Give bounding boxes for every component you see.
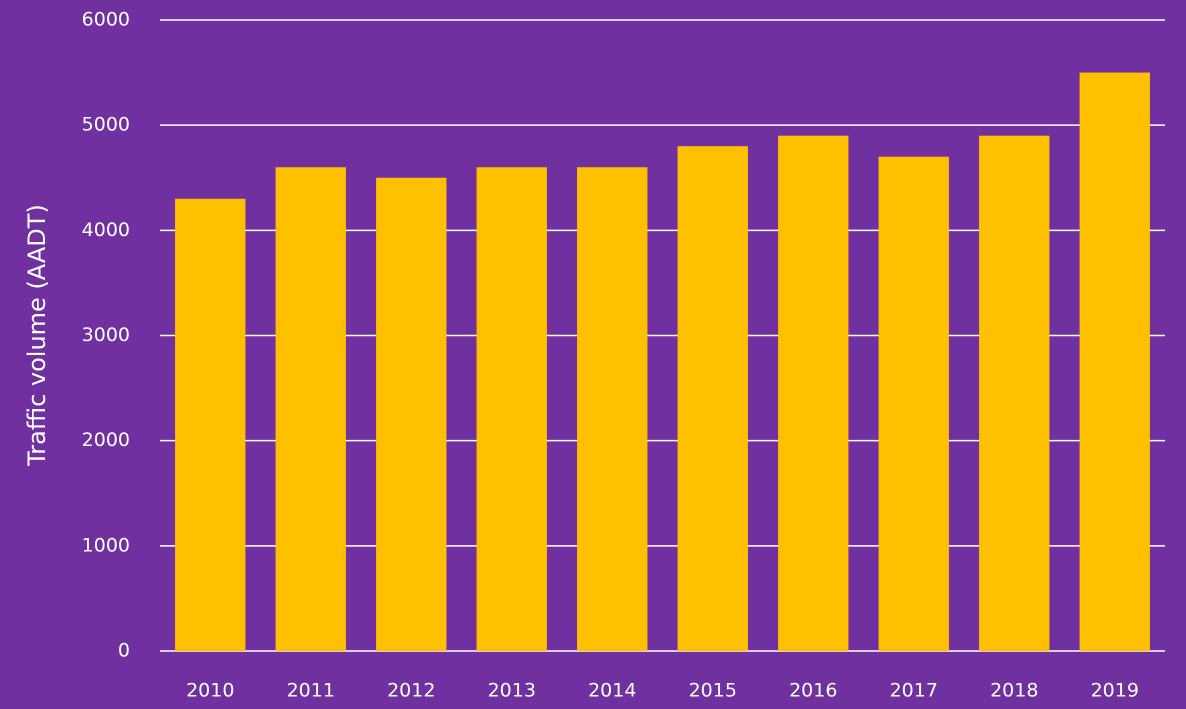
x-tick-label: 2016 [789, 680, 837, 702]
bar [778, 135, 849, 651]
bar [1079, 72, 1150, 652]
y-tick-label: 5000 [82, 114, 130, 136]
x-tick-label: 2018 [990, 680, 1038, 702]
y-axis-label: Traffic volume (AADT) [23, 204, 51, 467]
x-tick-label: 2015 [689, 680, 737, 702]
x-tick-label: 2010 [186, 680, 234, 702]
y-tick-label: 2000 [82, 429, 130, 451]
bar [376, 177, 447, 651]
bar [979, 135, 1050, 651]
y-tick-label: 4000 [82, 219, 130, 241]
y-tick-label: 1000 [82, 534, 130, 556]
x-tick-label: 2019 [1091, 680, 1139, 702]
bar [677, 146, 748, 651]
y-tick-label: 3000 [82, 324, 130, 346]
bar [275, 167, 346, 651]
x-tick-label: 2013 [488, 680, 536, 702]
bar [577, 167, 648, 651]
x-tick-label: 2012 [387, 680, 435, 702]
bar [175, 198, 246, 652]
x-tick-label: 2017 [890, 680, 938, 702]
y-tick-label: 6000 [82, 9, 130, 31]
bar [878, 156, 949, 651]
bar [476, 167, 547, 651]
x-tick-label: 2014 [588, 680, 636, 702]
x-tick-label: 2011 [287, 680, 335, 702]
y-tick-label: 0 [118, 640, 130, 662]
